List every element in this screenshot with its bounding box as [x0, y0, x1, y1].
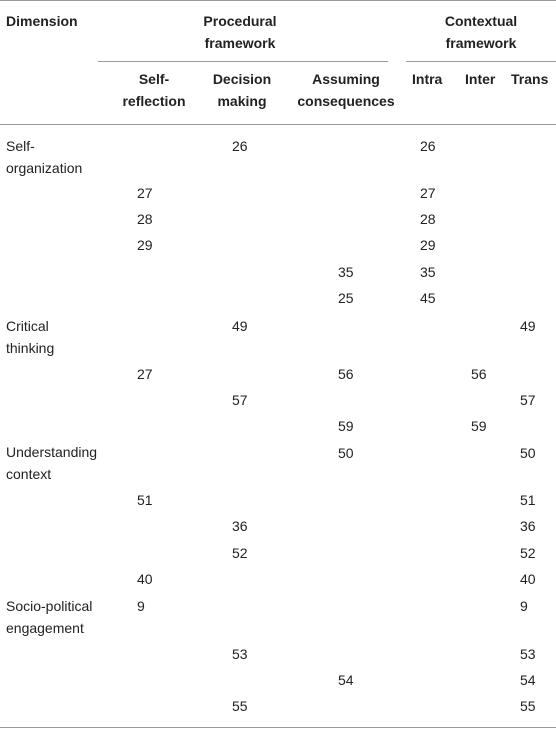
decision-making-cell: 26	[232, 138, 248, 154]
dimension-label-line2: organization	[6, 160, 83, 176]
dimension-label: Critical thinking	[6, 315, 126, 359]
subheader-assuming-consequences: Assuming consequences	[288, 68, 404, 112]
assuming-consequences-cell: 54	[338, 672, 354, 688]
procedural-underline	[98, 61, 388, 62]
intra-cell: 26	[420, 138, 436, 154]
subheader-trans: Trans	[511, 71, 549, 87]
assuming-consequences-cell: 59	[338, 418, 354, 434]
trans-cell: 40	[520, 571, 536, 587]
intra-cell: 29	[420, 237, 436, 253]
dimension-label-line2: thinking	[6, 340, 55, 356]
assuming-consequences-cell: 56	[338, 366, 354, 382]
self-reflection-cell: 51	[137, 492, 153, 508]
subheader-assuming-consequences-line1: Assuming	[312, 71, 380, 87]
dimension-label-line1: Critical	[6, 318, 49, 334]
dimension-label-line1: Socio-political	[6, 598, 93, 614]
header-bottom-rule	[0, 124, 556, 125]
inter-cell: 56	[471, 366, 487, 382]
dimension-label: Socio-political engagement	[6, 595, 126, 639]
trans-cell: 9	[520, 598, 528, 614]
self-reflection-cell: 27	[137, 366, 153, 382]
subheader-self-reflection: Self- reflection	[100, 68, 208, 112]
dimension-label-line1: Self-	[6, 138, 35, 154]
intra-cell: 35	[420, 264, 436, 280]
table-bottom-rule	[0, 727, 556, 728]
subheader-decision-making: Decision making	[200, 68, 284, 112]
dimension-label: Understanding context	[6, 441, 126, 485]
trans-cell: 54	[520, 672, 536, 688]
trans-cell: 51	[520, 492, 536, 508]
decision-making-cell: 53	[232, 646, 248, 662]
header-procedural-line2: framework	[204, 35, 276, 51]
top-rule	[0, 0, 556, 1]
trans-cell: 55	[520, 698, 536, 714]
inter-cell: 59	[471, 418, 487, 434]
header-procedural: Procedural framework	[140, 10, 340, 54]
subheader-inter: Inter	[465, 71, 496, 87]
self-reflection-cell: 9	[137, 598, 145, 614]
header-contextual: Contextual framework	[406, 10, 556, 54]
header-contextual-line1: Contextual	[444, 13, 518, 29]
intra-cell: 28	[420, 211, 436, 227]
trans-cell: 52	[520, 545, 536, 561]
subheader-decision-making-line2: making	[217, 93, 267, 109]
self-reflection-cell: 27	[137, 185, 153, 201]
dimension-label-line1: Understanding	[6, 444, 98, 460]
subheader-intra: Intra	[412, 71, 443, 87]
trans-cell: 49	[520, 318, 536, 334]
decision-making-cell: 57	[232, 392, 248, 408]
trans-cell: 53	[520, 646, 536, 662]
trans-cell: 50	[520, 445, 536, 461]
trans-cell: 36	[520, 518, 536, 534]
header-procedural-line1: Procedural	[203, 13, 277, 29]
subheader-self-reflection-line1: Self-	[138, 71, 170, 87]
subheader-decision-making-line1: Decision	[212, 71, 272, 87]
self-reflection-cell: 28	[137, 211, 153, 227]
contextual-underline	[406, 61, 556, 62]
assuming-consequences-cell: 50	[338, 445, 354, 461]
decision-making-cell: 49	[232, 318, 248, 334]
dimension-label-line2: engagement	[6, 620, 84, 636]
decision-making-cell: 55	[232, 698, 248, 714]
intra-cell: 45	[420, 290, 436, 306]
intra-cell: 27	[420, 185, 436, 201]
decision-making-cell: 52	[232, 545, 248, 561]
subheader-self-reflection-line2: reflection	[122, 93, 186, 109]
header-dimension: Dimension	[6, 13, 78, 29]
decision-making-cell: 36	[232, 518, 248, 534]
dimension-label: Self- organization	[6, 135, 126, 179]
header-contextual-line2: framework	[445, 35, 517, 51]
subheader-assuming-consequences-line2: consequences	[297, 93, 395, 109]
assuming-consequences-cell: 25	[338, 290, 354, 306]
self-reflection-cell: 40	[137, 571, 153, 587]
self-reflection-cell: 29	[137, 237, 153, 253]
trans-cell: 57	[520, 392, 536, 408]
assuming-consequences-cell: 35	[338, 264, 354, 280]
dimension-label-line2: context	[6, 466, 52, 482]
